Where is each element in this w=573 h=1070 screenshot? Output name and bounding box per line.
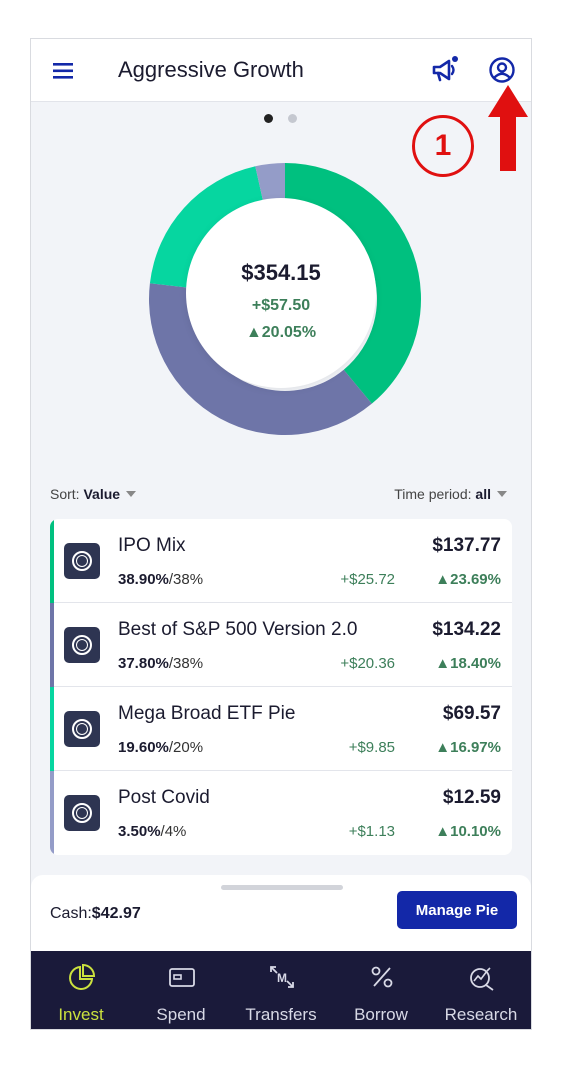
slice-gain: +$25.72 [340, 571, 395, 588]
research-icon [470, 967, 494, 991]
sort-dropdown[interactable]: Sort: Value [50, 486, 137, 502]
slice-name: Best of S&P 500 Version 2.0 [118, 619, 358, 640]
divider [54, 770, 512, 771]
allocation-donut-chart[interactable] [135, 149, 435, 449]
nav-item-research[interactable]: Research [431, 951, 531, 1029]
slice-value: $137.77 [432, 535, 501, 556]
slice-allocation: 38.90%/38% [118, 571, 203, 588]
slice-list: IPO Mix $137.77 38.90%/38% +$25.72 ▲23.6… [50, 519, 512, 855]
slice-color-bar [50, 771, 54, 855]
donut-slice-3[interactable] [149, 166, 265, 289]
slice-target-pct: /20% [168, 739, 204, 756]
cash-sheet: Cash:$42.97 Manage Pie [31, 875, 531, 951]
card-icon [169, 968, 195, 987]
cash-label: Cash: [50, 905, 92, 922]
slice-actual-pct: 37.80% [118, 655, 169, 672]
pie-logo-icon [64, 627, 100, 663]
transfers-icon: M [270, 966, 294, 988]
slice-name: Mega Broad ETF Pie [118, 703, 296, 724]
slice-row[interactable]: Mega Broad ETF Pie $69.57 19.60%/20% +$9… [50, 687, 512, 771]
sort-label: Sort: [50, 486, 80, 502]
chevron-down-icon [497, 491, 507, 497]
donut-slice-1[interactable] [285, 163, 421, 404]
nav-label: Borrow [354, 1005, 408, 1024]
header-bar: Aggressive Growth [31, 39, 531, 102]
cash-value: $42.97 [91, 905, 141, 922]
bottom-nav: Invest Spend M Transfers [31, 951, 531, 1029]
slice-target-pct: /38% [168, 571, 204, 588]
donut-slice-4[interactable] [255, 163, 285, 210]
menu-icon[interactable] [51, 59, 77, 83]
slice-value: $134.22 [432, 619, 501, 640]
pager-dot[interactable] [288, 114, 297, 123]
pie-total-gain: +$57.50 [251, 297, 311, 314]
svg-text:M: M [277, 971, 287, 985]
nav-label: Spend [156, 1005, 206, 1024]
slice-actual-pct: 3.50% [118, 823, 161, 840]
nav-label: Invest [58, 1005, 104, 1024]
chevron-down-icon [126, 491, 137, 497]
slice-name: Post Covid [118, 787, 210, 808]
pie-logo-icon [64, 543, 100, 579]
slice-color-bar [50, 687, 54, 771]
slice-value: $69.57 [442, 703, 501, 724]
nav-item-borrow[interactable]: Borrow [331, 951, 431, 1029]
manage-pie-button[interactable]: Manage Pie [397, 891, 517, 929]
sort-value: Value [83, 486, 121, 502]
pie-total-return: ▲20.05% [245, 324, 317, 341]
slice-row[interactable]: Post Covid $12.59 3.50%/4% +$1.13 ▲10.10… [50, 771, 512, 855]
percent-icon [371, 966, 393, 988]
cash-balance: Cash:$42.97 [50, 905, 141, 923]
pie-total-value: $354.15 [241, 260, 321, 285]
slice-allocation: 37.80%/38% [118, 655, 203, 672]
donut-center: $354.15 +$57.50 ▲20.05% [186, 198, 376, 388]
slice-return: ▲23.69% [435, 571, 501, 588]
nav-item-invest[interactable]: Invest [31, 951, 131, 1029]
slice-return: ▲16.97% [435, 739, 501, 756]
pie-logo-icon [64, 795, 100, 831]
slice-color-bar [50, 519, 54, 603]
slice-gain: +$9.85 [348, 739, 395, 756]
time-period-dropdown[interactable]: Time period: all [394, 486, 507, 502]
nav-item-spend[interactable]: Spend [131, 951, 231, 1029]
megaphone-icon[interactable] [429, 55, 459, 85]
sheet-drag-handle[interactable] [221, 885, 343, 890]
slice-row[interactable]: IPO Mix $137.77 38.90%/38% +$25.72 ▲23.6… [50, 519, 512, 603]
slice-color-bar [50, 603, 54, 687]
divider [54, 686, 512, 687]
pie-chart-icon [69, 963, 96, 990]
time-period-label: Time period: [394, 486, 472, 502]
slice-value: $12.59 [442, 787, 501, 808]
slice-target-pct: /4% [160, 823, 187, 840]
nav-item-transfers[interactable]: M Transfers [231, 951, 331, 1029]
slice-actual-pct: 38.90% [118, 571, 169, 588]
divider [54, 602, 512, 603]
pie-logo-icon [64, 711, 100, 747]
slice-allocation: 19.60%/20% [118, 739, 203, 756]
slice-target-pct: /38% [168, 655, 204, 672]
nav-label: Transfers [245, 1005, 317, 1024]
time-period-value: all [475, 486, 491, 502]
slice-return: ▲10.10% [435, 823, 501, 840]
page-title: Aggressive Growth [118, 57, 304, 82]
annotation-arrow-icon [488, 85, 528, 171]
slice-gain: +$20.36 [340, 655, 395, 672]
slice-gain: +$1.13 [348, 823, 395, 840]
slice-row[interactable]: Best of S&P 500 Version 2.0 $134.22 37.8… [50, 603, 512, 687]
pager-dot-active[interactable] [264, 114, 273, 123]
annotation-number-badge: 1 [412, 115, 474, 177]
slice-actual-pct: 19.60% [118, 739, 169, 756]
donut-slice-2[interactable] [149, 283, 372, 436]
slice-return: ▲18.40% [435, 655, 501, 672]
slice-name: IPO Mix [118, 535, 186, 556]
app-screen: Aggressive Growth 1 $354.15 +$57.50 ▲20.… [30, 38, 532, 1030]
nav-label: Research [444, 1005, 518, 1024]
profile-icon[interactable] [488, 56, 516, 84]
slice-allocation: 3.50%/4% [118, 823, 186, 840]
